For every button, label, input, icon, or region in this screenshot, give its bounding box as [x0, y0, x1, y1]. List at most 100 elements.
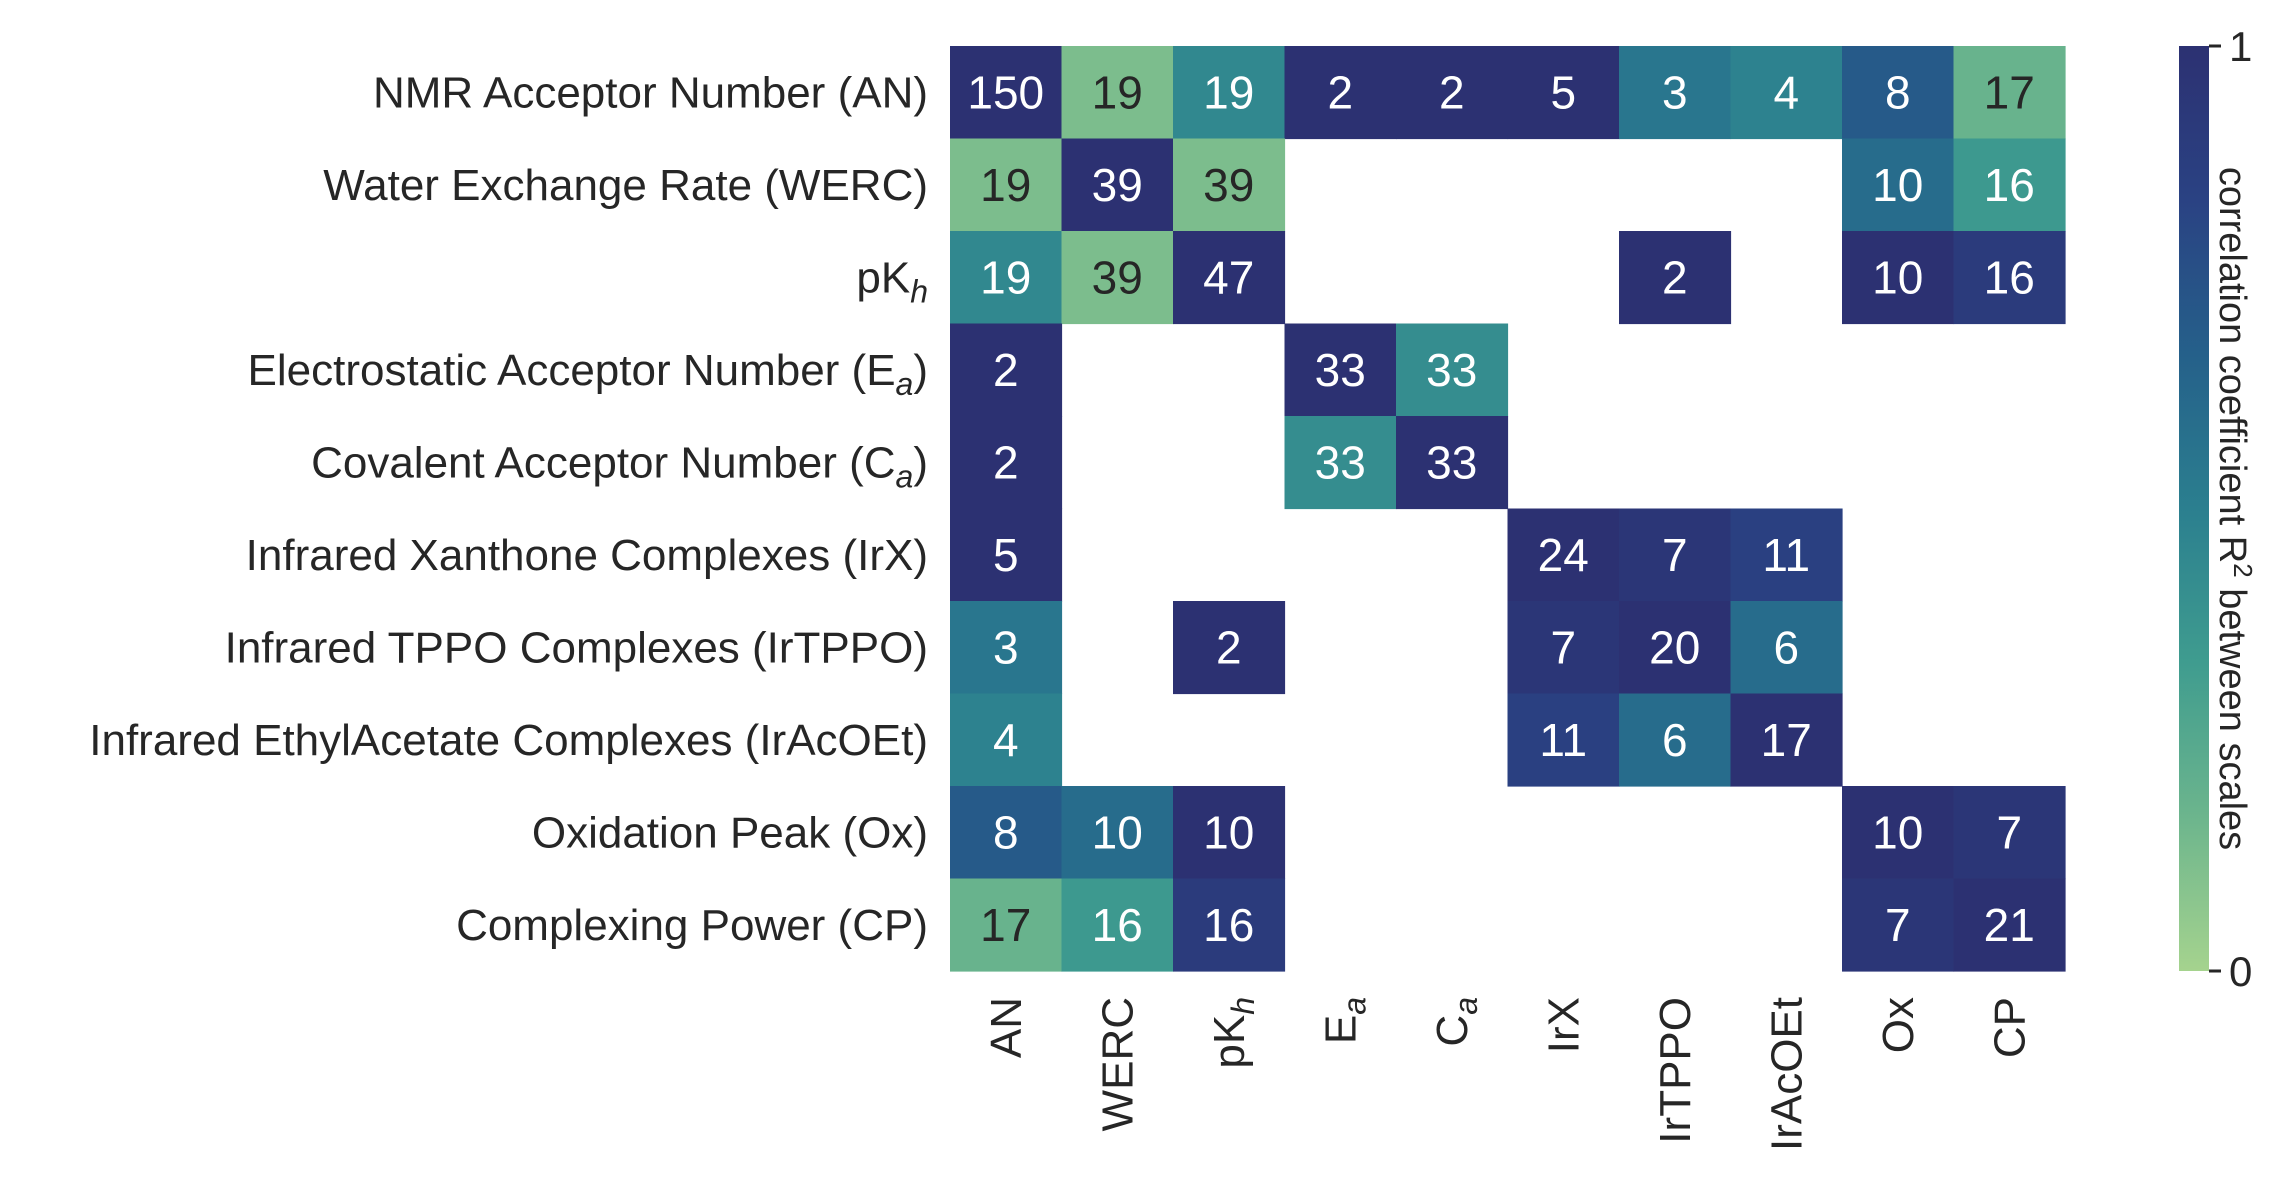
- heatmap-cell: [1173, 138, 1286, 232]
- heatmap-cell: [950, 878, 1063, 972]
- heatmap-cell: [1953, 878, 2066, 972]
- heatmap-cell: [1842, 231, 1955, 325]
- cell-annotation: 16: [1203, 899, 1254, 951]
- row-labels: NMR Acceptor Number (AN) Water Exchange R…: [89, 68, 928, 950]
- heatmap-cell: [1061, 878, 1174, 972]
- cell-annotation: 10: [1203, 806, 1254, 858]
- heatmap-cell: [1619, 601, 1732, 695]
- column-labels: AN WERC pKh Ea Ca IrX IrTPPO IrAcOEt Ox CP: [982, 997, 2035, 1151]
- cell-annotation: 2: [993, 344, 1019, 396]
- cell-annotation: 8: [993, 806, 1019, 858]
- row-label: Infrared EthylAcetate Complexes (IrAcOEt…: [89, 716, 928, 765]
- column-label: AN: [982, 997, 1031, 1058]
- heatmap-cell: [950, 601, 1063, 695]
- row-label: Oxidation Peak (Ox): [532, 808, 928, 857]
- cell-annotation: 6: [1662, 714, 1688, 766]
- column-label: pKh: [1205, 997, 1261, 1069]
- heatmap-cell: [1396, 416, 1509, 510]
- cell-annotation: 16: [1092, 899, 1143, 951]
- heatmap-cell: [1061, 46, 1174, 140]
- heatmap-cell: [1953, 786, 2066, 880]
- heatmap-cell: [1953, 46, 2066, 140]
- row-label: Covalent Acceptor Number (Ca): [311, 438, 928, 494]
- heatmap-cell: [1619, 46, 1732, 140]
- column-label: CP: [1985, 997, 2034, 1058]
- heatmap-cell: [1284, 46, 1397, 140]
- heatmap-cell: [1173, 601, 1286, 695]
- cell-annotation: 10: [1872, 806, 1923, 858]
- heatmap-cell: [1619, 231, 1732, 325]
- cell-annotation: 17: [1984, 66, 2035, 118]
- cell-annotation: 5: [1550, 66, 1576, 118]
- cell-annotation: 20: [1649, 621, 1700, 673]
- heatmap-cell: [1842, 878, 1955, 972]
- cell-annotation: 10: [1872, 159, 1923, 211]
- row-label: Water Exchange Rate (WERC): [323, 161, 928, 210]
- cell-annotation: 5: [993, 529, 1019, 581]
- column-label: Ox: [1874, 997, 1923, 1053]
- column-label: IrX: [1539, 997, 1588, 1053]
- heatmap-cell: [950, 323, 1063, 417]
- heatmap-cell: [950, 138, 1063, 232]
- cell-annotation: 4: [1773, 66, 1799, 118]
- cell-annotation: 33: [1315, 436, 1366, 488]
- cell-annotation: 7: [1662, 529, 1688, 581]
- heatmap-cell: [1173, 231, 1286, 325]
- column-label: IrTPPO: [1651, 997, 1700, 1144]
- heatmap-cell: [1507, 693, 1620, 787]
- cell-annotation: 150: [967, 66, 1044, 118]
- cell-annotation: 11: [1539, 714, 1587, 766]
- heatmap-cell: [1173, 878, 1286, 972]
- cell-annotation: 2: [1439, 66, 1465, 118]
- cell-annotation: 7: [1996, 806, 2022, 858]
- heatmap-cell: [1507, 601, 1620, 695]
- cell-annotation: 10: [1092, 806, 1143, 858]
- cell-annotation: 7: [1550, 621, 1576, 673]
- cell-annotation: 6: [1773, 621, 1799, 673]
- heatmap-cell: [1284, 323, 1397, 417]
- heatmap-cell: [1173, 786, 1286, 880]
- cell-annotation: 16: [1984, 159, 2035, 211]
- heatmap-cell: [950, 416, 1063, 510]
- colorbar-tick-label: 1: [2229, 23, 2252, 70]
- cell-annotation: 8: [1885, 66, 1911, 118]
- cell-annotation: 19: [1092, 66, 1143, 118]
- cell-annotation: 2: [993, 436, 1019, 488]
- heatmap-cell: [1396, 323, 1509, 417]
- cell-annotation: 16: [1984, 251, 2035, 303]
- heatmap-cell: [1507, 508, 1620, 602]
- cell-annotation: 39: [1203, 159, 1254, 211]
- cell-annotation: 33: [1426, 436, 1477, 488]
- heatmap-cell: [1396, 46, 1509, 140]
- heatmap-cell: [1619, 693, 1732, 787]
- heatmap-cell: [1842, 786, 1955, 880]
- row-label: Electrostatic Acceptor Number (Ea): [248, 346, 928, 402]
- row-label: pKh: [856, 253, 928, 309]
- colorbar: 0 1 correlation coefficient R2 between sca…: [2179, 23, 2258, 995]
- row-label: Infrared TPPO Complexes (IrTPPO): [225, 623, 928, 672]
- row-label: Infrared Xanthone Complexes (IrX): [246, 531, 928, 580]
- cell-annotation: 47: [1203, 251, 1254, 303]
- cell-annotation: 33: [1426, 344, 1477, 396]
- cell-annotation: 17: [1761, 714, 1812, 766]
- cell-annotation: 24: [1538, 529, 1589, 581]
- cell-annotation: 19: [1203, 66, 1254, 118]
- heatmap-cell: [1953, 138, 2066, 232]
- heatmap-cell: [950, 786, 1063, 880]
- cell-annotation: 2: [1662, 251, 1688, 303]
- colorbar-tick-label: 0: [2229, 948, 2252, 995]
- heatmap-cell: [1730, 508, 1843, 602]
- cell-annotation: 39: [1092, 251, 1143, 303]
- cell-annotation: 33: [1315, 344, 1366, 396]
- cell-annotation: 7: [1885, 899, 1911, 951]
- heatmap-cell: [1061, 138, 1174, 232]
- heatmap-cell: [1730, 601, 1843, 695]
- cell-annotation: 39: [1092, 159, 1143, 211]
- cell-annotation: 2: [1327, 66, 1353, 118]
- cell-annotation: 3: [1662, 66, 1688, 118]
- column-label: Ca: [1428, 997, 1484, 1047]
- cell-annotation: 4: [993, 714, 1019, 766]
- heatmap-cell: [1061, 786, 1174, 880]
